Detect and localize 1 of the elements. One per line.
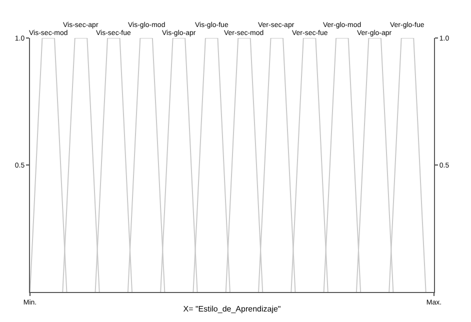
x-axis-title: X= "Estilo_de_Aprendizaje" [183, 304, 281, 314]
